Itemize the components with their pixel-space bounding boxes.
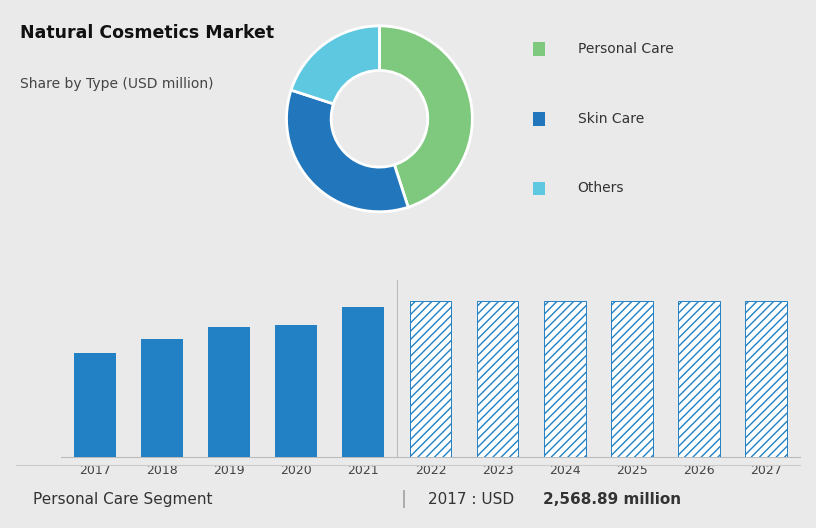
Text: Personal Care: Personal Care: [578, 42, 673, 56]
Bar: [275, 325, 317, 457]
Wedge shape: [291, 26, 379, 104]
Wedge shape: [379, 26, 472, 207]
FancyBboxPatch shape: [534, 42, 545, 56]
FancyBboxPatch shape: [534, 182, 545, 195]
Bar: [745, 301, 787, 457]
FancyBboxPatch shape: [534, 112, 545, 126]
Text: Natural Cosmetics Market: Natural Cosmetics Market: [20, 24, 274, 42]
Bar: [208, 327, 250, 457]
Text: 2017 : USD: 2017 : USD: [428, 492, 520, 507]
Bar: [611, 301, 653, 457]
Text: Personal Care Segment: Personal Care Segment: [33, 492, 212, 507]
Wedge shape: [286, 90, 408, 212]
Bar: [343, 307, 384, 457]
Bar: [410, 301, 451, 457]
Bar: [544, 301, 586, 457]
Bar: [678, 301, 720, 457]
Text: 2,568.89 million: 2,568.89 million: [543, 492, 681, 507]
Bar: [141, 339, 183, 457]
Bar: [74, 353, 116, 457]
Text: Share by Type (USD million): Share by Type (USD million): [20, 77, 214, 91]
Text: Skin Care: Skin Care: [578, 112, 644, 126]
Bar: [477, 301, 518, 457]
Text: |: |: [401, 491, 407, 508]
Text: Others: Others: [578, 182, 624, 195]
